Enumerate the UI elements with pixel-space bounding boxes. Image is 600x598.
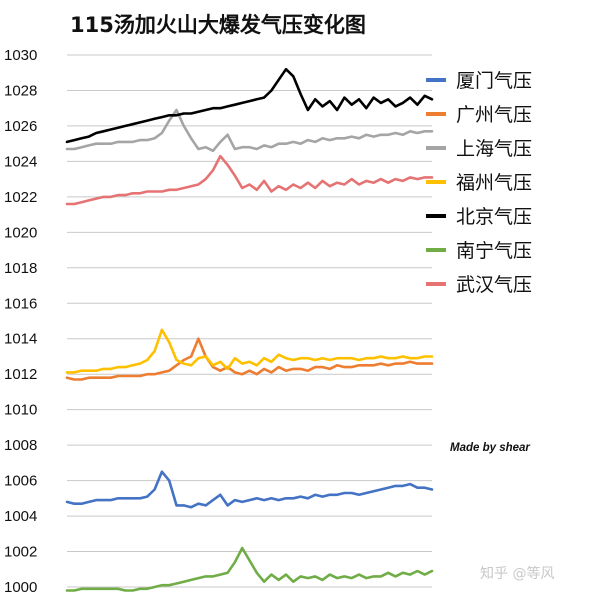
series-line-3 (65, 328, 434, 374)
y-tick-label-1000: 1000 (4, 579, 37, 596)
series-lines (65, 67, 434, 592)
series-line-5 (65, 546, 434, 592)
grid-lines (67, 54, 432, 588)
y-axis-tick-labels: 1000 1002 1004 1006 1008 1010 1012 1014 1016 1018… (4, 47, 37, 596)
chart-title: 115汤加火山大爆发气压变化图 (70, 13, 366, 37)
y-tick-label-1002: 1002 (4, 544, 37, 561)
y-tick-label-1024: 1024 (4, 153, 37, 170)
y-tick-label-1026: 1026 (4, 118, 37, 135)
y-tick-label-1004: 1004 (4, 508, 37, 525)
y-tick-label-1010: 1010 (4, 402, 37, 419)
y-tick-label-1012: 1012 (4, 366, 37, 383)
series-line-1 (65, 337, 434, 381)
series-line-0 (65, 470, 434, 509)
watermark-text: 知乎 @等风 (480, 565, 554, 582)
y-tick-label-1006: 1006 (4, 473, 37, 490)
y-tick-label-1020: 1020 (4, 224, 37, 241)
legend-label-0: 厦门气压 (456, 70, 532, 92)
legend-label-2: 上海气压 (456, 138, 532, 160)
made-by-annotation: Made by shear (450, 442, 530, 454)
y-tick-label-1014: 1014 (4, 331, 37, 348)
legend-label-5: 南宁气压 (456, 240, 532, 262)
y-tick-label-1008: 1008 (4, 437, 37, 454)
y-tick-label-1022: 1022 (4, 189, 37, 206)
y-tick-label-1016: 1016 (4, 295, 37, 312)
legend-label-1: 广州气压 (456, 104, 532, 126)
series-line-4 (65, 67, 434, 144)
y-tick-label-1028: 1028 (4, 82, 37, 99)
y-tick-label-1018: 1018 (4, 260, 37, 277)
series-line-6 (65, 154, 434, 206)
y-tick-label-1030: 1030 (4, 47, 37, 64)
legend-label-6: 武汉气压 (456, 274, 532, 296)
series-line-2 (65, 108, 434, 153)
legend-label-4: 北京气压 (456, 206, 532, 228)
legend-label-3: 福州气压 (456, 172, 532, 194)
